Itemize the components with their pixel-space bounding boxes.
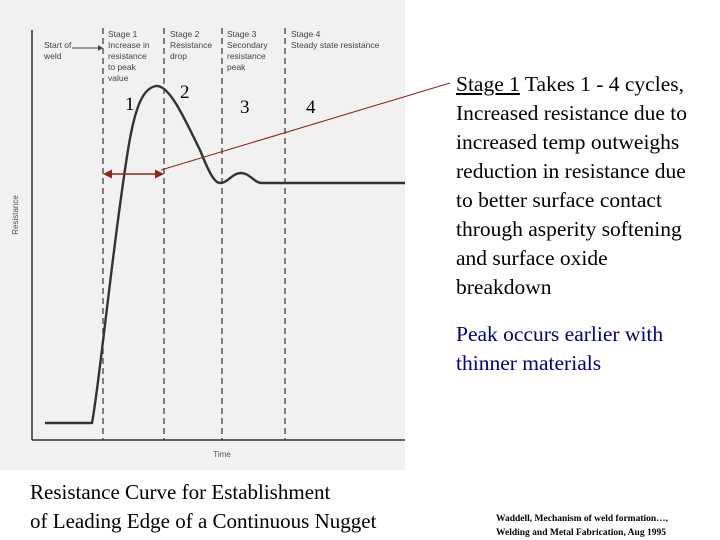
resistance-curve-figure: Start of weld Stage 1 Increase in resist… (0, 0, 405, 470)
stage2-label: Stage 2 Resistance drop (170, 29, 214, 61)
scan-background (0, 0, 405, 470)
stage1-heading: Stage 1 (456, 72, 520, 96)
citation-line-2: Welding and Metal Fabrication, Aug 1995 (496, 528, 666, 538)
stage-number-3: 3 (240, 97, 250, 118)
stage1-description: Stage 1 Takes 1 - 4 cycles, Increased re… (456, 70, 706, 302)
citation: Waddell, Mechanism of weld formation…, W… (496, 512, 668, 540)
stage1-label: Stage 1 Increase in resistance to peak v… (108, 29, 152, 83)
citation-line-1: Waddell, Mechanism of weld formation…, (496, 514, 669, 524)
peak-note: Peak occurs earlier with thinner materia… (456, 322, 664, 375)
stage-number-1: 1 (125, 94, 135, 115)
stage3-label: Stage 3 Secondary resistance peak (227, 29, 270, 72)
caption-line-1: Resistance Curve for Establishment (30, 480, 331, 504)
start-of-weld-label: Start of weld (43, 40, 74, 61)
figure-caption: Resistance Curve for Establishment of Le… (30, 478, 376, 536)
y-axis-label: Resistance (11, 195, 20, 235)
stage1-body: Takes 1 - 4 cycles, Increased resistance… (456, 72, 688, 299)
stage1-explanation: Stage 1 Takes 1 - 4 cycles, Increased re… (456, 70, 706, 378)
stage-number-4: 4 (306, 97, 316, 118)
stage-number-2: 2 (180, 82, 190, 103)
start-of-weld-arrowhead (98, 45, 103, 51)
stage4-label: Stage 4 Steady state resistance (291, 29, 380, 50)
x-axis-label: Time (213, 450, 231, 459)
caption-line-2: of Leading Edge of a Continuous Nugget (30, 509, 377, 533)
